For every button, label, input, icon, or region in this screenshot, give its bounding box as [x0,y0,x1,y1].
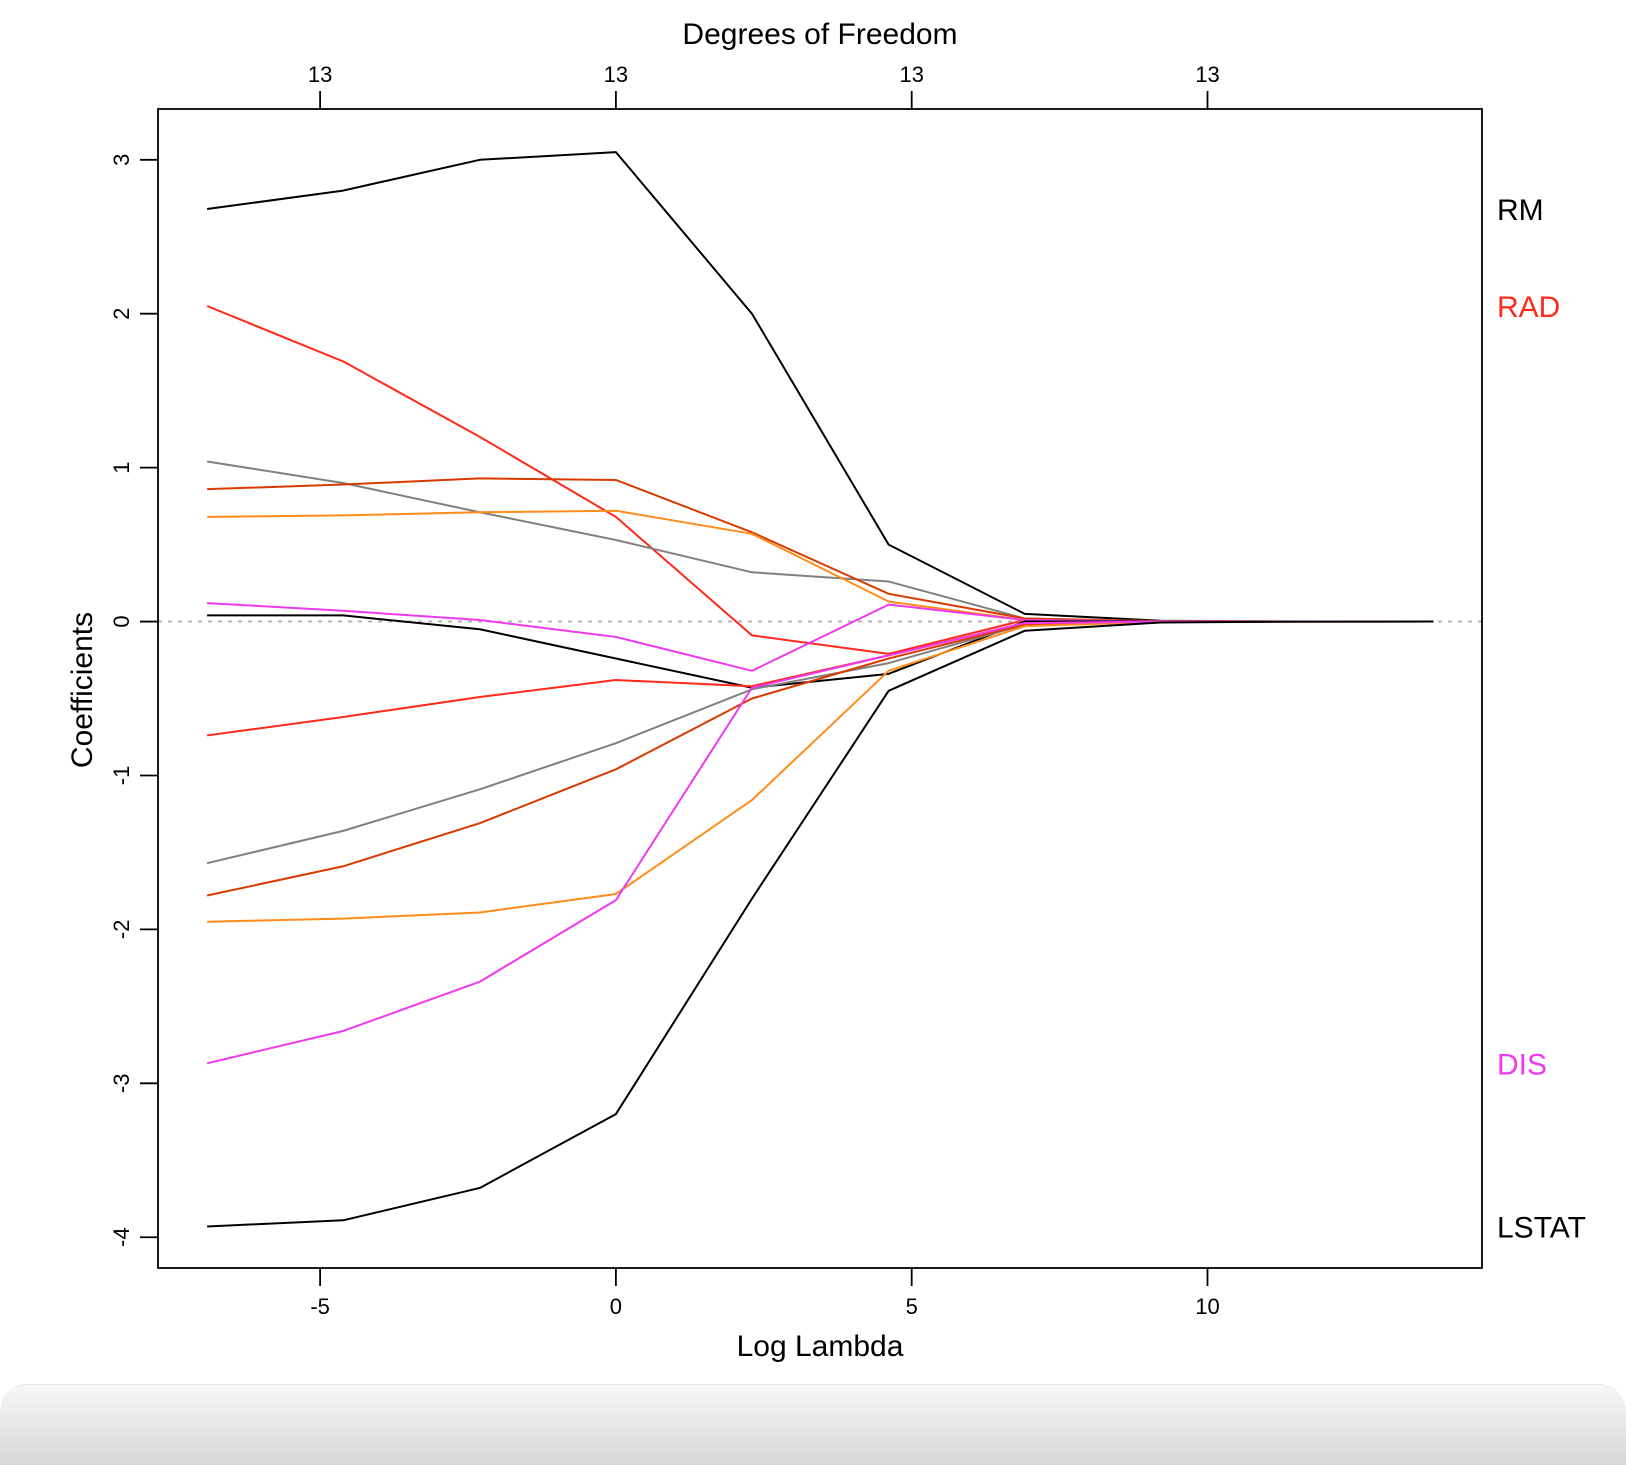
top-axis-title: Degrees of Freedom [682,18,957,51]
x-tick-label: 5 [906,1294,918,1319]
x-tick-label: -5 [310,1294,330,1319]
series-label-rad: RAD [1497,291,1560,324]
window-bottom-bar [0,1384,1626,1465]
series-line-dis [206,620,1434,1065]
series-layer [206,151,1434,1228]
top-tick-label: 13 [604,62,628,87]
y-tick-label: -4 [109,1227,134,1247]
top-tick-label: 13 [1195,62,1219,87]
series-label-lstat: LSTAT [1497,1211,1586,1244]
series-line-10 [206,620,1434,897]
series-line-9 [206,620,1434,865]
x-tick-label: 0 [610,1294,622,1319]
y-axis-title: Coefficients [66,612,99,768]
top-tick-label: 13 [899,62,923,87]
bottom-x-axis: -5 0 5 10 [310,1268,1220,1319]
left-y-axis: -4 -3 -2 -1 0 1 2 3 [109,154,158,1247]
x-axis-title: Log Lambda [737,1330,904,1363]
y-tick-label: -3 [109,1074,134,1094]
series-label-rm: RM [1497,194,1544,227]
top-x-axis: 13 13 13 13 [308,62,1220,109]
series-label-layer: RM RAD DIS LSTAT [1497,194,1586,1244]
y-tick-label: -2 [109,920,134,940]
y-tick-label: -1 [109,766,134,786]
series-line-3 [206,460,1434,623]
y-tick-label: 2 [109,308,134,320]
series-line-4 [207,477,1434,623]
series-label-dis: DIS [1497,1048,1547,1081]
series-line-lstat [207,620,1434,1228]
series-line-6 [207,602,1434,672]
plot-frame [157,108,1483,1269]
top-tick-label: 13 [308,62,332,87]
series-line-11 [207,620,1434,923]
series-line-5 [207,509,1434,623]
y-tick-label: 1 [109,462,134,474]
y-tick-label: 3 [109,154,134,166]
series-line-rad [206,305,1434,655]
y-tick-label: 0 [109,615,134,627]
x-tick-label: 10 [1195,1294,1219,1319]
